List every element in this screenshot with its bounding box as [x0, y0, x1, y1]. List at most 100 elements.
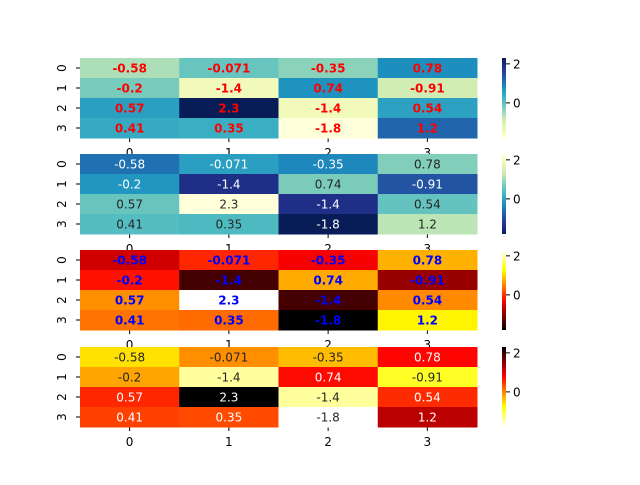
- cell-annotation: -1.4: [315, 294, 341, 308]
- heatmap-cell: [80, 290, 180, 311]
- y-tick-label: 3: [55, 124, 69, 132]
- x-tick-label: 3: [424, 435, 432, 449]
- cell-annotation: 1.2: [418, 218, 437, 232]
- heatmap-cell: [179, 250, 279, 271]
- heatmap-cell: [278, 310, 379, 331]
- heatmap-cell: [80, 214, 180, 235]
- heatmap-cell: [377, 78, 478, 99]
- y-tick-label: 0: [55, 353, 69, 361]
- heatmap-cell: [377, 194, 478, 215]
- cell-annotation: 0.57: [115, 102, 145, 116]
- x-tick-label: 2: [324, 146, 332, 160]
- cell-annotation: -0.35: [311, 62, 346, 76]
- colorbar: [502, 347, 506, 427]
- x-tick-label: 3: [424, 242, 432, 256]
- y-tick-label: 0: [55, 64, 69, 72]
- heatmap-panel-1: 0 1 2 3 0 1 2 3 -0.58 -0.071 -0.35 0.78 -0.2 -1.4 0.74…: [55, 153, 521, 256]
- y-tick-label: 2: [55, 393, 69, 401]
- x-tick-label: 0: [126, 242, 134, 256]
- cell-annotation: -0.2: [117, 274, 143, 288]
- heatmap-cell: [80, 194, 180, 215]
- cell-annotation: 0.41: [115, 314, 145, 328]
- cell-annotation: -0.58: [114, 158, 145, 172]
- cell-annotation: 0.74: [315, 371, 342, 385]
- heatmap-cell: [278, 290, 379, 311]
- cell-annotation: 2.3: [219, 391, 238, 405]
- cell-annotation: -1.8: [316, 411, 339, 425]
- y-tick-label: 1: [55, 373, 69, 381]
- cell-annotation: -1.4: [217, 371, 240, 385]
- colorbar: [502, 154, 506, 234]
- x-tick-label: 1: [225, 146, 233, 160]
- heatmap-cell: [179, 310, 279, 331]
- cell-annotation: -0.35: [313, 351, 344, 365]
- heatmap-cell: [278, 78, 379, 99]
- cell-annotation: -0.2: [117, 82, 143, 96]
- cell-annotation: 1.2: [418, 411, 437, 425]
- y-tick-label: 2: [55, 104, 69, 112]
- heatmap-cell: [278, 98, 379, 119]
- heatmap-panel-3: 0 1 2 3 0 1 2 3 -0.58 -0.071 -0.35 0.78 -0.2 -1.4 0.74…: [55, 346, 521, 449]
- cell-annotation: 0.78: [414, 351, 441, 365]
- cell-annotation: 0.74: [315, 178, 342, 192]
- y-tick-label: 3: [55, 316, 69, 324]
- heatmap-cell: [377, 174, 478, 195]
- heatmap-cell: [377, 270, 478, 291]
- cell-annotation: 0.41: [115, 122, 145, 136]
- heatmap-cell: [80, 407, 180, 428]
- heatmap-cell: [278, 347, 379, 368]
- heatmap-cell: [179, 78, 279, 99]
- heatmap-cell: [80, 154, 180, 175]
- heatmap-cell: [278, 154, 379, 175]
- heatmap-cell: [80, 270, 180, 291]
- x-tick-label: 0: [126, 146, 134, 160]
- cell-annotation: 1.2: [417, 122, 438, 136]
- cell-annotation: -0.58: [114, 351, 145, 365]
- y-tick-label: 2: [55, 200, 69, 208]
- cell-annotation: 0.35: [214, 122, 244, 136]
- cell-annotation: 2.3: [219, 198, 238, 212]
- heatmap-cell: [179, 214, 279, 235]
- heatmap-cell: [179, 270, 279, 291]
- cell-annotation: 0.74: [313, 82, 343, 96]
- y-tick-label: 3: [55, 413, 69, 421]
- cell-annotation: -0.91: [410, 82, 445, 96]
- x-tick-label: 1: [225, 435, 233, 449]
- heatmap-cell: [179, 407, 279, 428]
- heatmap-cell: [179, 347, 279, 368]
- heatmap-cell: [278, 58, 379, 79]
- cell-annotation: 0.57: [116, 391, 143, 405]
- cell-annotation: -1.4: [216, 274, 242, 288]
- heatmap-cell: [179, 154, 279, 175]
- heatmap-cell: [80, 310, 180, 331]
- heatmap-cell: [377, 154, 478, 175]
- x-tick-label: 2: [324, 242, 332, 256]
- heatmap-cell: [377, 214, 478, 235]
- cell-annotation: -1.8: [315, 314, 341, 328]
- colorbar-tick-label: 2: [513, 153, 521, 167]
- heatmap-cell: [179, 118, 279, 139]
- heatmap-cell: [278, 387, 379, 408]
- y-tick-label: 3: [55, 220, 69, 228]
- heatmap-cell: [377, 387, 478, 408]
- cell-annotation: -1.8: [315, 122, 341, 136]
- heatmap-cell: [179, 98, 279, 119]
- cell-annotation: -0.35: [313, 158, 344, 172]
- colorbar-tick-label: 0: [513, 96, 521, 110]
- colorbar: [502, 58, 506, 138]
- y-tick-label: 1: [55, 180, 69, 188]
- heatmap-panel-2: 0 1 2 3 0 1 2 3 -0.58 -0.071 -0.35 0.78 -0.2 -1.4 0.74…: [55, 249, 521, 352]
- heatmap-cell: [377, 58, 478, 79]
- cell-annotation: -0.91: [410, 274, 445, 288]
- heatmap-cell: [278, 407, 379, 428]
- heatmap-cell: [179, 290, 279, 311]
- x-tick-label: 3: [424, 338, 432, 352]
- x-tick-label: 0: [126, 338, 134, 352]
- heatmap-cell: [80, 250, 180, 271]
- heatmap-cell: [80, 118, 180, 139]
- cell-annotation: 0.74: [313, 274, 343, 288]
- cell-annotation: 0.78: [413, 254, 443, 268]
- heatmap-cell: [377, 347, 478, 368]
